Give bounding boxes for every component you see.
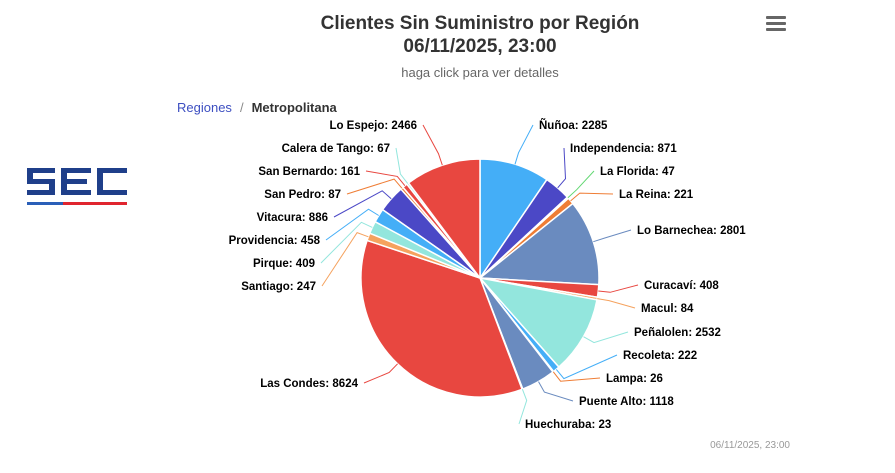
connector-calera-de-tango xyxy=(395,147,409,184)
data-label-huechuraba: Huechuraba: 23 xyxy=(525,419,611,431)
connector-huechuraba xyxy=(518,389,528,425)
connector-vitacura xyxy=(333,190,392,218)
data-label-macul: Macul: 84 xyxy=(641,303,694,315)
connector-macul xyxy=(597,298,636,309)
connector-las-condes xyxy=(363,363,398,384)
connector-puente-alto xyxy=(538,381,574,402)
connector-san-bernardo xyxy=(365,170,406,187)
connector-recoleta xyxy=(555,354,618,380)
breadcrumb-current: Metropolitana xyxy=(251,100,337,115)
data-label-la-florida: La Florida: 47 xyxy=(600,166,675,178)
breadcrumb: Regiones / Metropolitana xyxy=(177,100,337,115)
footer-timestamp: 06/11/2025, 23:00 xyxy=(710,440,790,451)
connector-pirque xyxy=(320,221,373,264)
connector-lo-espejo xyxy=(422,124,443,166)
data-label-pirque: Pirque: 409 xyxy=(253,258,315,270)
data-label-san-pedro: San Pedro: 87 xyxy=(264,189,341,201)
pie-connectors xyxy=(320,124,639,425)
connector-la-reina xyxy=(570,192,614,202)
sec-logo-mark xyxy=(27,168,127,205)
chart-date: 06/11/2025, 23:00 xyxy=(403,36,557,57)
connector-lampa xyxy=(552,371,601,382)
chart-subtitle: haga click para ver detalles xyxy=(401,65,559,80)
connector-la-florida xyxy=(567,170,595,199)
data-label-lo-espejo: Lo Espejo: 2466 xyxy=(329,120,417,132)
data-label-san-bernardo: San Bernardo: 161 xyxy=(258,166,360,178)
pie-labels: Ñuñoa: 2285 Independencia: 871 La Florida:… xyxy=(229,119,747,431)
pie-slice-penalolen[interactable] xyxy=(477,276,598,369)
data-label-las-condes: Las Condes: 8624 xyxy=(260,378,358,390)
data-label-providencia: Providencia: 458 xyxy=(229,235,321,247)
pie-slices xyxy=(360,158,600,398)
data-label-la-reina: La Reina: 221 xyxy=(619,189,694,201)
data-label-santiago: Santiago: 247 xyxy=(241,281,316,293)
data-label-nunoa: Ñuñoa: 2285 xyxy=(539,119,608,132)
connector-providencia xyxy=(325,208,379,241)
data-label-recoleta: Recoleta: 222 xyxy=(623,350,697,362)
connector-lo-barnechea xyxy=(593,229,632,243)
data-label-puente-alto: Puente Alto: 1118 xyxy=(579,396,674,408)
data-label-independencia: Independencia: 871 xyxy=(570,143,677,155)
breadcrumb-separator: / xyxy=(239,100,244,115)
connector-santiago xyxy=(321,231,369,287)
connector-nunoa xyxy=(514,124,534,165)
data-label-calera-de-tango: Calera de Tango: 67 xyxy=(282,143,390,155)
sec-logo xyxy=(25,162,129,217)
hamburger-menu-icon[interactable] xyxy=(766,16,786,34)
data-label-curacavi: Curacaví: 408 xyxy=(644,280,719,292)
pie-slice-lo-espejo[interactable] xyxy=(407,158,481,281)
connector-san-pedro xyxy=(346,178,403,195)
connector-penalolen xyxy=(583,331,629,344)
connector-curacavi xyxy=(598,284,639,293)
data-label-lo-barnechea: Lo Barnechea: 2801 xyxy=(637,225,746,237)
data-label-penalolen: Peñalolen: 2532 xyxy=(634,327,721,339)
connector-independencia xyxy=(557,147,567,189)
breadcrumb-link-regiones[interactable]: Regiones xyxy=(177,100,232,115)
data-label-lampa: Lampa: 26 xyxy=(606,373,663,385)
data-label-vitacura: Vitacura: 886 xyxy=(257,212,328,224)
chart-title: Clientes Sin Suministro por Región xyxy=(320,13,640,34)
